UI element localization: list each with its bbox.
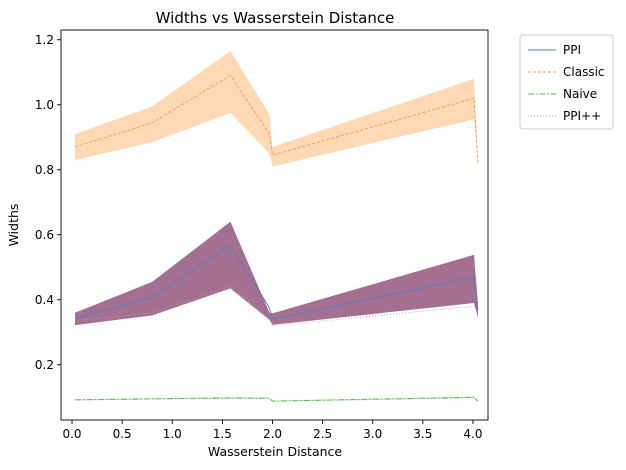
point-ppi-3: [269, 307, 270, 308]
point-ppiplusplus-0: [74, 320, 75, 321]
line-classic: [74, 74, 479, 164]
band-classic: [75, 51, 478, 167]
point-classic-5: [473, 98, 474, 99]
x-tick-label: 4.0: [463, 427, 482, 441]
y-tick-label: 0.4: [35, 293, 54, 307]
point-ppi-0: [74, 318, 75, 319]
x-tick-label: 0.0: [62, 427, 81, 441]
point-naive-5: [473, 397, 474, 398]
legend-label-ppiplusplus: PPI++: [563, 109, 601, 123]
point-ppi-1: [152, 297, 153, 298]
y-tick-label: 0.8: [35, 163, 54, 177]
point-naive-3: [269, 398, 270, 399]
point-classic-0: [74, 146, 75, 147]
point-ppi-4: [272, 319, 273, 320]
x-tick-label: 1.0: [163, 427, 182, 441]
point-ppiplusplus-5: [473, 306, 474, 307]
point-naive-1: [152, 398, 153, 399]
point-ppiplusplus-6: [477, 312, 478, 313]
point-naive-6: [477, 401, 478, 402]
point-ppi-6: [477, 309, 478, 310]
chart-title: Widths vs Wasserstein Distance: [156, 9, 395, 27]
point-naive-2: [230, 397, 231, 398]
series-lines: [74, 74, 479, 402]
legend-label-ppi: PPI: [563, 43, 581, 57]
point-ppiplusplus-1: [152, 312, 153, 313]
x-tick-label: 3.0: [363, 427, 382, 441]
point-naive-0: [74, 399, 75, 400]
point-classic-2: [230, 75, 231, 76]
point-classic-4: [272, 155, 273, 156]
band-ppiplusplus: [75, 221, 478, 326]
point-ppiplusplus-4: [272, 325, 273, 326]
point-ppiplusplus-2: [230, 286, 231, 287]
y-tick-label: 0.2: [35, 358, 54, 372]
y-tick-label: 1.0: [35, 98, 54, 112]
legend-box: [519, 34, 614, 130]
plot-area-frame: [60, 29, 489, 421]
line-naive: [75, 396, 479, 402]
y-tick-label: 0.6: [35, 228, 54, 242]
x-tick-label: 2.0: [263, 427, 282, 441]
x-tick-label: 3.5: [413, 427, 432, 441]
x-tick-label: 1.5: [213, 427, 232, 441]
line-ppi: [74, 244, 479, 320]
line-ppiplusplus: [74, 286, 479, 327]
point-ppi-5: [473, 276, 474, 277]
point-naive-4: [272, 401, 273, 402]
x-tick-label: 2.5: [313, 427, 332, 441]
point-ppiplusplus-3: [269, 319, 270, 320]
y-axis-title: Widths: [6, 204, 21, 247]
point-classic-6: [477, 163, 478, 164]
y-tick-label: 1.2: [35, 33, 54, 47]
y-axis-ticks: 0.2 0.4 0.6 0.8 1.0 1.2: [35, 33, 61, 372]
point-ppi-2: [230, 245, 231, 246]
confidence-bands: [75, 51, 478, 402]
x-axis-title: Wasserstein Distance: [208, 444, 343, 459]
x-axis-ticks: 0.0 0.5 1.0 1.5 2.0 2.5 3.0 3.5 4.0: [62, 420, 483, 441]
point-classic-3: [269, 133, 270, 134]
point-classic-1: [152, 122, 153, 123]
x-tick-label: 0.5: [113, 427, 132, 441]
legend-label-classic: Classic: [563, 65, 605, 79]
legend: PPI Classic Naive PPI++: [519, 34, 614, 130]
legend-label-naive: Naive: [563, 87, 597, 101]
